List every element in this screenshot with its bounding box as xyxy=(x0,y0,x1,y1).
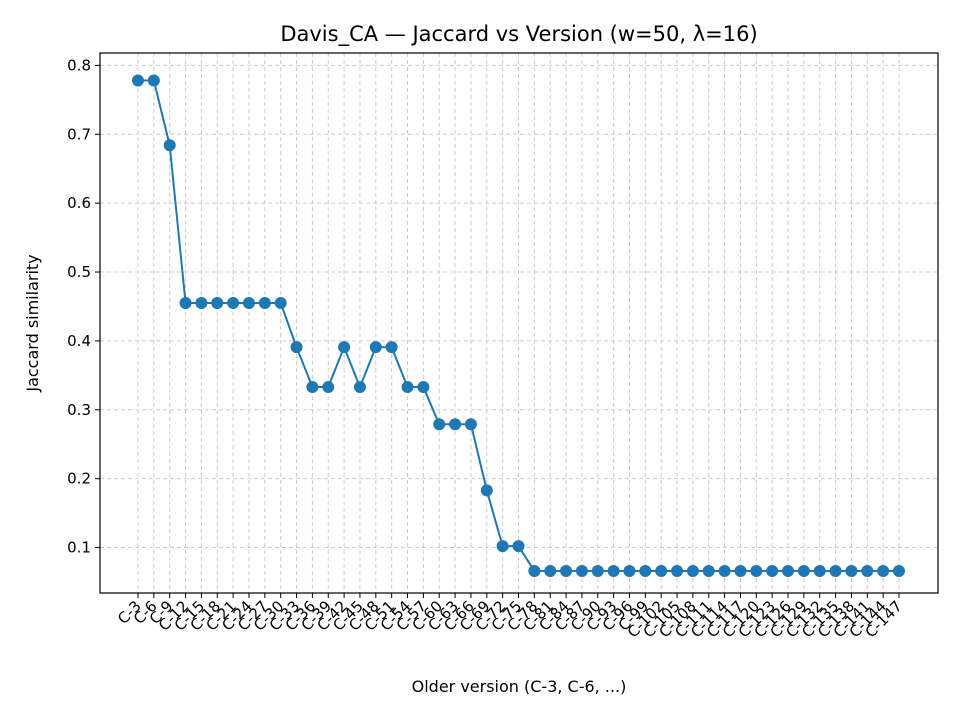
data-point xyxy=(464,418,477,431)
data-point xyxy=(290,341,303,354)
data-point xyxy=(480,484,493,497)
data-point xyxy=(322,381,335,394)
data-point xyxy=(306,381,319,394)
data-point xyxy=(132,74,144,87)
y-tick-label: 0.1 xyxy=(67,539,91,557)
data-point xyxy=(211,297,224,310)
data-point xyxy=(575,564,588,577)
data-point xyxy=(671,564,684,577)
data-point xyxy=(845,564,858,577)
data-point xyxy=(861,564,874,577)
data-point xyxy=(544,564,557,577)
data-point xyxy=(147,74,160,87)
data-point xyxy=(877,564,890,577)
plot-frame xyxy=(99,52,939,594)
y-tick-label: 0.3 xyxy=(67,401,91,419)
y-tick-label: 0.6 xyxy=(67,194,91,212)
data-point xyxy=(591,564,604,577)
data-point xyxy=(560,564,573,577)
data-point xyxy=(829,564,842,577)
data-point xyxy=(496,540,509,553)
data-point xyxy=(401,381,414,394)
data-point xyxy=(813,564,826,577)
data-point xyxy=(766,564,779,577)
data-point xyxy=(179,297,192,310)
data-point xyxy=(702,564,715,577)
x-axis-ticks: C-3C-6C-9C-12C-15C-18C-21C-24C-27C-30C-3… xyxy=(114,593,906,641)
data-point xyxy=(686,564,699,577)
data-point xyxy=(782,564,795,577)
data-point xyxy=(242,297,255,310)
data-point xyxy=(338,341,351,354)
data-point xyxy=(528,564,541,577)
y-axis-label: Jaccard similarity xyxy=(23,254,42,392)
data-point xyxy=(227,297,240,310)
data-point xyxy=(195,297,208,310)
data-point xyxy=(750,564,763,577)
y-tick-label: 0.5 xyxy=(67,263,91,281)
data-point xyxy=(893,564,905,577)
y-axis-ticks: 0.1 0.2 0.3 0.4 0.5 0.6 0.7 0.8 xyxy=(67,56,100,557)
series-layer xyxy=(132,74,905,577)
data-point xyxy=(163,139,176,152)
grid xyxy=(100,53,938,593)
data-point xyxy=(449,418,462,431)
data-point xyxy=(258,297,271,310)
data-point xyxy=(274,297,287,310)
chart-title: Davis_CA — Jaccard vs Version (w=50, λ=1… xyxy=(280,22,757,47)
y-tick-label: 0.8 xyxy=(67,56,91,74)
x-axis-label: Older version (C-3, C-6, ...) xyxy=(412,677,627,696)
data-point xyxy=(734,564,747,577)
data-point xyxy=(718,564,731,577)
y-tick-label: 0.4 xyxy=(67,332,91,350)
y-tick-label: 0.2 xyxy=(67,470,91,488)
data-point xyxy=(655,564,668,577)
data-point xyxy=(369,341,382,354)
y-tick-label: 0.7 xyxy=(67,125,91,143)
data-point xyxy=(607,564,620,577)
data-point xyxy=(512,540,525,553)
data-point xyxy=(385,341,398,354)
data-point xyxy=(797,564,810,577)
data-point xyxy=(623,564,636,577)
data-point xyxy=(353,381,366,394)
data-point xyxy=(417,381,430,394)
data-point xyxy=(433,418,446,431)
data-point xyxy=(639,564,652,577)
